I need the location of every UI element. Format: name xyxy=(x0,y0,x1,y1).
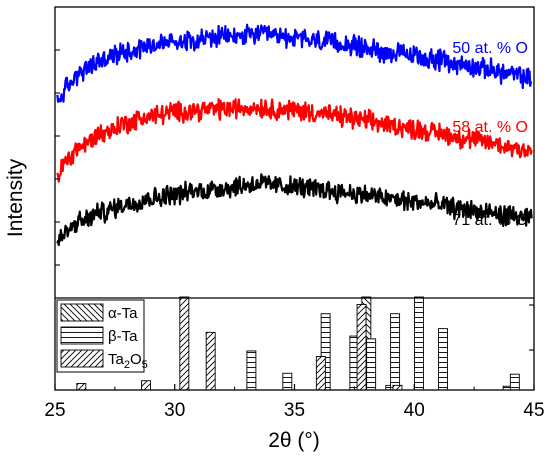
reference-peak-bar xyxy=(315,356,326,391)
legend-swatch-ta2o5 xyxy=(60,349,104,368)
x-tick-label: 45 xyxy=(523,400,544,421)
reference-peak-bar xyxy=(366,338,377,391)
reference-peak-bar xyxy=(282,372,293,391)
series-line xyxy=(56,173,533,247)
x-tick-label: 40 xyxy=(404,400,425,421)
reference-peak-bar xyxy=(179,296,190,391)
y-axis-title: Intensity xyxy=(4,158,27,237)
x-tick-label: 30 xyxy=(164,400,185,421)
reference-peak-bar xyxy=(141,380,151,391)
x-axis-title: 2θ (°) xyxy=(268,429,320,452)
y-axis-ticks xyxy=(55,49,534,351)
series-line xyxy=(56,23,533,103)
legend-swatch-beta-ta xyxy=(60,326,104,345)
legend-label-alpha-ta: α-Ta xyxy=(108,305,138,322)
legend-label-beta-ta: β-Ta xyxy=(108,328,138,345)
reference-peaks xyxy=(76,296,520,391)
series-label-58: 58 at. % O xyxy=(452,119,528,136)
series-line xyxy=(56,98,533,183)
reference-peak-bar xyxy=(76,383,87,391)
legend-label-ta2o5: Ta2O5 xyxy=(108,351,148,371)
reference-peak-bar xyxy=(509,373,520,391)
xrd-curves xyxy=(56,23,533,247)
reference-peak-bar xyxy=(356,303,367,391)
x-axis-ticks: 25 30 35 40 45 xyxy=(44,384,545,421)
reference-peak-bar xyxy=(246,350,257,391)
x-tick-label: 35 xyxy=(284,400,305,421)
reference-peak-bar xyxy=(205,331,216,391)
reference-peak-bar xyxy=(392,384,403,391)
series-label-71: 71 at. % O xyxy=(452,212,528,229)
reference-peak-bar xyxy=(414,296,424,391)
series-label-50: 50 at. % O xyxy=(452,40,528,57)
reference-peak-bar xyxy=(390,313,401,391)
x-tick-label: 25 xyxy=(44,400,65,421)
legend-swatch-alpha-ta xyxy=(60,303,104,322)
legend: α-Ta β-Ta Ta2O5 xyxy=(56,299,148,373)
reference-peak-bar xyxy=(438,328,448,391)
